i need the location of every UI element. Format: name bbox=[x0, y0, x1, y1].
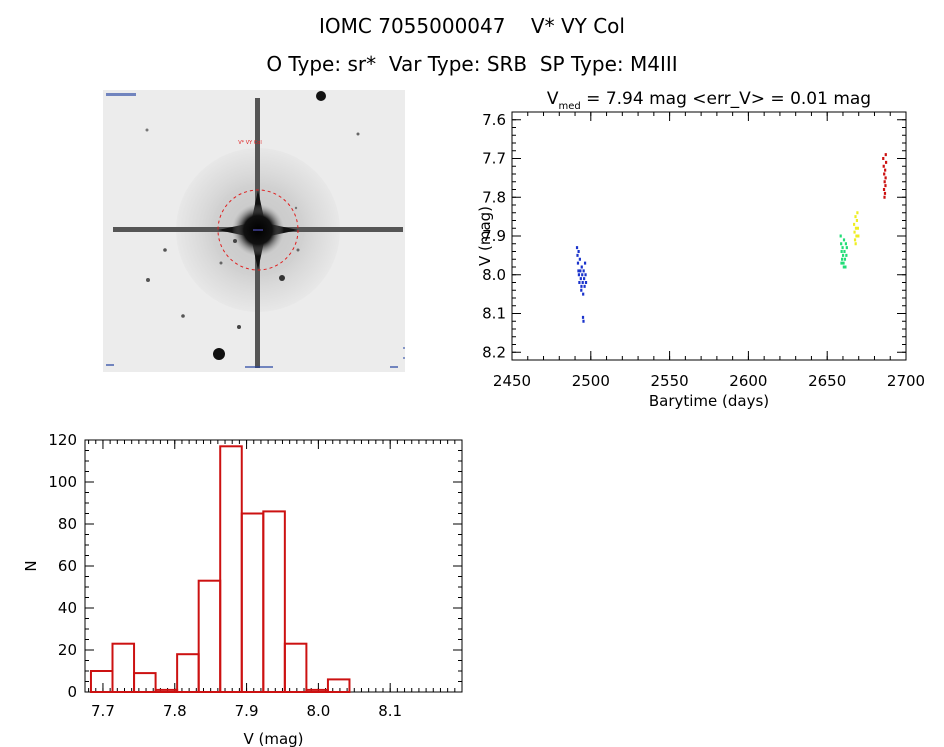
sky-image-stamp: V* VY Col bbox=[103, 90, 405, 372]
y-tick-label: 7.8 bbox=[482, 188, 506, 206]
y-axis-label: V (mag) bbox=[476, 206, 494, 266]
data-point bbox=[852, 222, 856, 226]
x-tick-label: 2700 bbox=[887, 372, 925, 390]
data-point bbox=[884, 184, 887, 188]
data-point bbox=[582, 269, 585, 273]
data-point bbox=[580, 265, 583, 269]
data-point bbox=[579, 269, 582, 273]
data-point bbox=[843, 250, 846, 253]
data-point bbox=[844, 242, 847, 246]
data-point bbox=[855, 219, 859, 222]
figure-subtitle: O Type: sr* Var Type: SRB SP Type: M4III bbox=[266, 52, 678, 76]
data-point bbox=[844, 265, 847, 269]
data-point bbox=[580, 284, 583, 288]
data-point bbox=[882, 164, 885, 168]
x-axis-label: Barytime (days) bbox=[649, 392, 769, 410]
data-point bbox=[579, 277, 582, 281]
data-point bbox=[576, 253, 579, 257]
y-tick-label: 7.7 bbox=[482, 150, 506, 168]
data-point bbox=[853, 238, 857, 242]
x-tick-label: 2500 bbox=[572, 372, 610, 390]
data-point bbox=[845, 246, 848, 250]
y-tick-label: 7.6 bbox=[482, 111, 506, 129]
data-point bbox=[840, 250, 843, 253]
stamp-target-label: V* VY Col bbox=[238, 140, 262, 146]
data-point bbox=[857, 234, 860, 238]
data-point bbox=[841, 257, 844, 261]
data-point bbox=[577, 250, 580, 253]
data-point bbox=[843, 257, 847, 261]
data-point bbox=[884, 153, 887, 157]
data-point bbox=[581, 315, 585, 319]
data-point bbox=[584, 273, 587, 277]
data-point bbox=[578, 281, 581, 284]
data-point bbox=[884, 176, 887, 180]
data-point bbox=[578, 257, 581, 261]
data-point bbox=[583, 261, 587, 265]
data-point bbox=[854, 226, 858, 230]
data-point bbox=[883, 180, 886, 184]
data-point bbox=[883, 191, 887, 195]
x-tick-label: 2600 bbox=[729, 372, 767, 390]
data-point bbox=[854, 242, 857, 246]
light-curve-title: Vmed = 7.94 mag <err_V> = 0.01 mag bbox=[547, 89, 871, 112]
data-point bbox=[577, 273, 581, 277]
data-point bbox=[842, 261, 845, 265]
y-tick-label: 8.2 bbox=[482, 343, 506, 361]
data-point bbox=[841, 246, 844, 250]
data-point bbox=[575, 246, 579, 250]
y-tick-label: 8.1 bbox=[482, 305, 506, 323]
data-point bbox=[882, 157, 885, 160]
data-point bbox=[841, 253, 845, 257]
data-point bbox=[845, 253, 848, 257]
data-point bbox=[582, 292, 585, 296]
data-point bbox=[839, 234, 842, 238]
data-point bbox=[584, 281, 588, 284]
data-point bbox=[581, 273, 584, 277]
data-point bbox=[854, 215, 857, 219]
y-tick-label: 8.0 bbox=[482, 266, 506, 284]
data-point bbox=[580, 288, 583, 292]
y-tick-label: 7.9 bbox=[482, 227, 506, 245]
data-point bbox=[856, 226, 859, 230]
x-tick-label: 2550 bbox=[651, 372, 689, 390]
data-point bbox=[853, 230, 856, 234]
data-point bbox=[883, 172, 886, 176]
data-point bbox=[883, 195, 886, 199]
data-point bbox=[884, 168, 887, 172]
data-point bbox=[583, 277, 586, 281]
light-curve-frame bbox=[511, 111, 907, 361]
figure-title: IOMC 7055000047 V* VY Col bbox=[319, 14, 625, 38]
data-point bbox=[583, 284, 586, 288]
x-tick-label: 2650 bbox=[808, 372, 846, 390]
data-point bbox=[840, 261, 843, 265]
data-point bbox=[856, 211, 859, 215]
data-point bbox=[842, 265, 845, 269]
x-tick-label: 2450 bbox=[493, 372, 531, 390]
data-point bbox=[842, 238, 846, 242]
data-point bbox=[582, 319, 585, 323]
data-point bbox=[576, 261, 580, 265]
data-point bbox=[840, 242, 843, 246]
data-point bbox=[577, 269, 580, 273]
data-point bbox=[581, 281, 584, 284]
data-point bbox=[884, 160, 888, 164]
data-point bbox=[882, 188, 886, 191]
data-point bbox=[855, 234, 858, 238]
